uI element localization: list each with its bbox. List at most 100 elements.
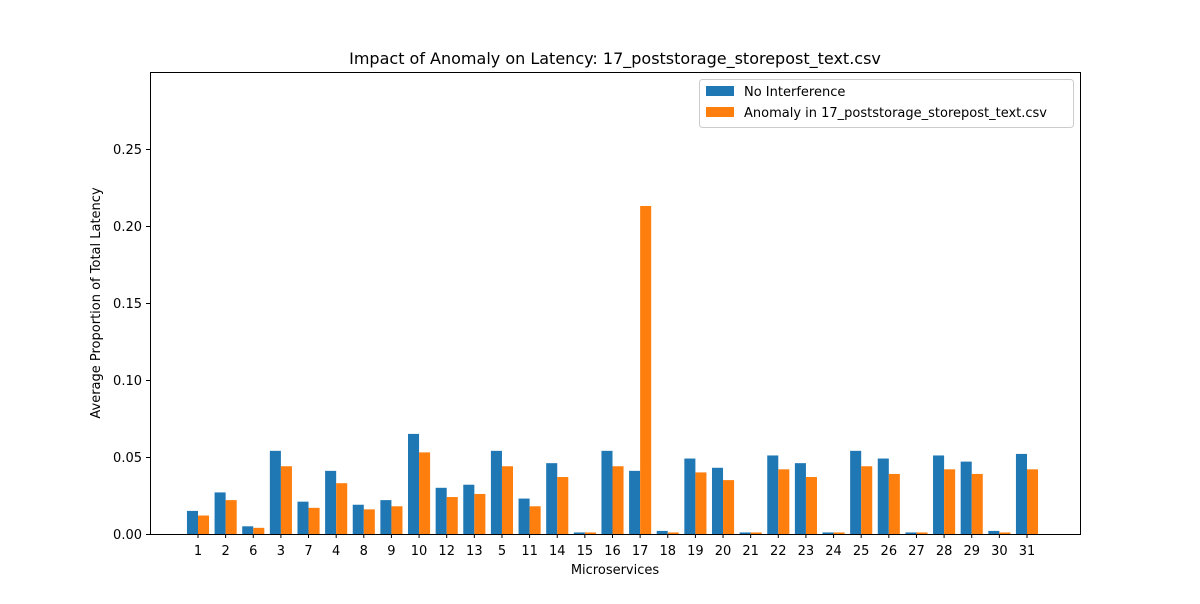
- chart-title: Impact of Anomaly on Latency: 17_poststo…: [349, 49, 881, 69]
- x-tick-label: 18: [659, 544, 676, 559]
- bar-no-interference-27: [905, 532, 917, 534]
- bar-anomaly-27: [916, 532, 928, 534]
- x-tick-label: 6: [249, 544, 257, 559]
- bar-no-interference-24: [822, 532, 834, 534]
- x-tick-label: 25: [853, 544, 870, 559]
- y-tick-label: 0.20: [113, 220, 142, 235]
- bar-no-interference-12: [435, 487, 447, 534]
- x-tick-label: 4: [332, 544, 340, 559]
- x-tick-label: 2: [221, 544, 229, 559]
- bar-anomaly-31: [1026, 469, 1039, 534]
- x-tick-label: 16: [604, 544, 621, 559]
- bar-anomaly-14: [557, 477, 569, 534]
- bar-no-interference-21: [739, 532, 751, 534]
- bar-anomaly-3: [280, 466, 292, 534]
- x-axis: 1 2 6 3 7 4 8 9 10 12 13 5 11 14 15 16 17 18 19 20 21 22 23 24 2…: [194, 534, 1035, 559]
- bar-no-interference-3: [269, 450, 281, 534]
- legend-swatch-no-interference: [706, 86, 734, 96]
- bar-no-interference-22: [767, 455, 779, 534]
- bar-anomaly-21: [750, 532, 762, 534]
- bar-anomaly-5: [501, 466, 514, 534]
- x-tick-label: 30: [991, 544, 1008, 559]
- bar-no-interference-2: [214, 492, 226, 534]
- x-tick-label: 12: [438, 544, 455, 559]
- legend-box: [699, 79, 1074, 128]
- y-tick-label: 0.00: [113, 528, 142, 543]
- bar-no-interference-23: [794, 463, 806, 534]
- bar-no-interference-29: [960, 461, 972, 534]
- bar-no-interference-19: [684, 458, 696, 534]
- legend-label-anomaly: Anomaly in 17_poststorage_storepost_text…: [744, 106, 1047, 121]
- x-tick-label: 22: [770, 544, 787, 559]
- legend-swatch-anomaly: [706, 107, 734, 117]
- bar-anomaly-11: [529, 506, 541, 534]
- bar-anomaly-13: [474, 493, 486, 534]
- bar-anomaly-9: [391, 506, 403, 534]
- x-tick-label: 14: [549, 544, 566, 559]
- x-tick-label: 23: [798, 544, 815, 559]
- bar-anomaly-4: [336, 483, 348, 534]
- bar-no-interference-31: [1015, 453, 1027, 534]
- x-tick-label: 10: [411, 544, 428, 559]
- x-tick-label: 27: [908, 544, 925, 559]
- x-tick-label: 19: [687, 544, 704, 559]
- x-tick-label: 26: [881, 544, 898, 559]
- y-tick-label: 0.25: [113, 143, 142, 158]
- bar-anomaly-7: [308, 507, 320, 534]
- bar-no-interference-16: [601, 450, 613, 534]
- bar-no-interference-10: [408, 433, 420, 534]
- y-axis: 0.00 0.05 0.10 0.15 0.20 0.25: [113, 143, 150, 543]
- bar-anomaly-16: [612, 466, 624, 534]
- bar-anomaly-10: [419, 452, 431, 534]
- bar-anomaly-8: [363, 509, 375, 534]
- x-tick-label: 24: [825, 544, 842, 559]
- bar-anomaly-12: [446, 497, 458, 534]
- bar-no-interference-5: [490, 450, 502, 534]
- bar-anomaly-23: [805, 477, 817, 534]
- bar-no-interference-8: [352, 504, 364, 534]
- x-tick-label: 31: [1019, 544, 1036, 559]
- y-axis-label: Average Proportion of Total Latency: [89, 187, 104, 419]
- bar-anomaly-22: [778, 469, 790, 534]
- x-tick-label: 17: [632, 544, 649, 559]
- bar-anomaly-26: [888, 473, 900, 534]
- bar-no-interference-4: [325, 470, 337, 534]
- x-tick-label: 13: [466, 544, 483, 559]
- bar-no-interference-6: [242, 526, 254, 534]
- x-tick-label: 1: [194, 544, 202, 559]
- bar-no-interference-1: [186, 510, 198, 534]
- bar-anomaly-17: [640, 205, 652, 535]
- bar-anomaly-6: [253, 527, 265, 534]
- x-axis-label: Microservices: [571, 563, 660, 578]
- bar-anomaly-30: [999, 532, 1011, 534]
- bar-anomaly-24: [833, 532, 845, 534]
- x-tick-label: 5: [498, 544, 506, 559]
- bar-no-interference-14: [546, 463, 558, 534]
- bars-layer: [186, 205, 1039, 535]
- bar-anomaly-2: [225, 500, 237, 534]
- bar-anomaly-20: [723, 480, 735, 534]
- bar-anomaly-1: [198, 515, 210, 534]
- bar-anomaly-25: [861, 466, 873, 534]
- legend: No Interference Anomaly in 17_poststorag…: [699, 79, 1074, 128]
- bar-no-interference-25: [850, 450, 862, 534]
- bar-anomaly-28: [944, 469, 956, 534]
- y-tick-label: 0.15: [113, 297, 142, 312]
- bar-no-interference-28: [933, 455, 945, 534]
- bar-no-interference-30: [988, 530, 1000, 534]
- bar-no-interference-7: [297, 501, 309, 534]
- x-tick-label: 28: [936, 544, 953, 559]
- bar-no-interference-20: [711, 467, 724, 534]
- x-tick-label: 11: [521, 544, 538, 559]
- x-tick-label: 3: [277, 544, 285, 559]
- bar-no-interference-15: [573, 532, 585, 534]
- x-tick-label: 9: [387, 544, 395, 559]
- bar-no-interference-26: [877, 458, 889, 534]
- y-tick-label: 0.10: [113, 374, 142, 389]
- x-tick-label: 8: [360, 544, 368, 559]
- x-tick-label: 29: [963, 544, 980, 559]
- x-tick-label: 7: [304, 544, 312, 559]
- bar-no-interference-18: [656, 530, 668, 534]
